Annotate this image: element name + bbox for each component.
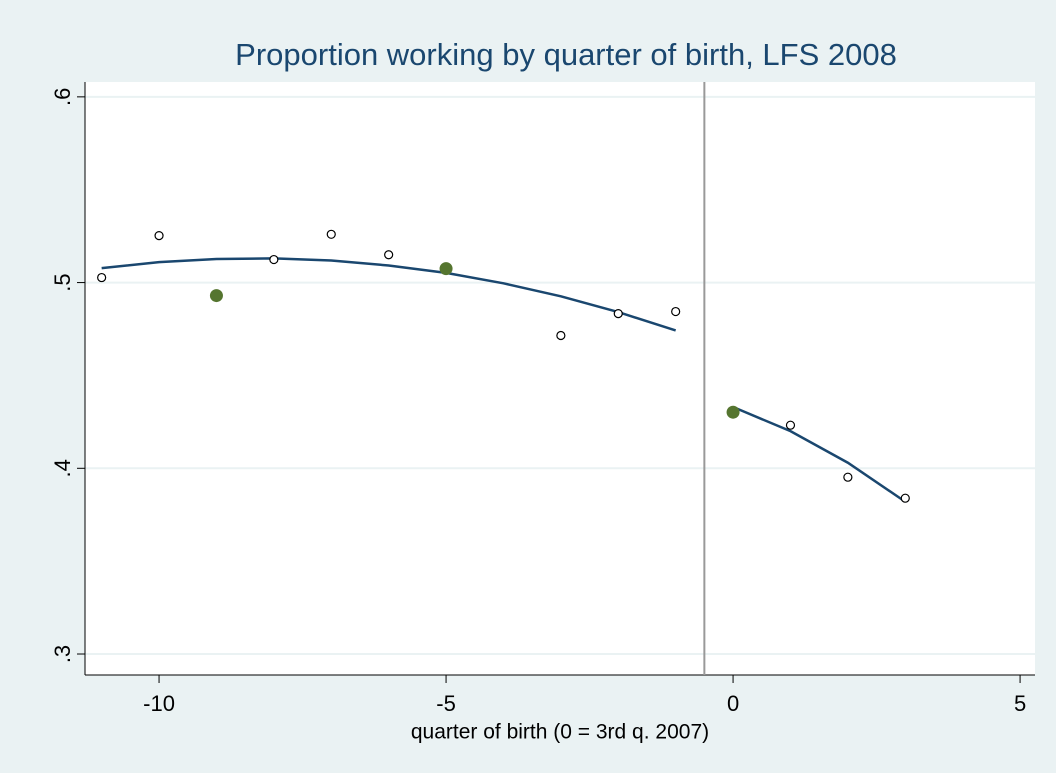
point [439, 262, 453, 276]
fit-line [101, 257, 677, 332]
y-tick-label: .3 [50, 645, 75, 663]
x-tick-label: -10 [143, 691, 175, 716]
point [785, 420, 796, 430]
y-tick-label: .5 [50, 273, 75, 291]
point [97, 272, 107, 283]
point [154, 230, 164, 241]
x-tick-label: -5 [436, 691, 456, 716]
x-tick-label: 0 [727, 691, 739, 716]
y-tick-label: .6 [50, 88, 75, 106]
point [556, 330, 566, 341]
point [671, 306, 681, 317]
y-tick-label: .4 [50, 459, 75, 477]
x-axis-label: quarter of birth (0 = 3rd q. 2007) [411, 721, 709, 744]
point [209, 289, 223, 303]
plot-area [85, 82, 1035, 675]
point [613, 308, 623, 319]
point [843, 472, 853, 482]
point [326, 229, 336, 239]
point [900, 493, 910, 503]
point [269, 254, 279, 265]
x-tick-label: 5 [1014, 691, 1026, 716]
point [384, 250, 394, 260]
fit-line [732, 405, 906, 503]
point [726, 405, 740, 419]
chart-title: Proportion working by quarter of birth, … [235, 37, 897, 72]
